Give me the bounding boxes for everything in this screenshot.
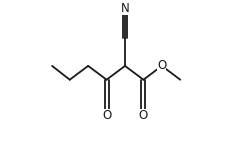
- Text: O: O: [139, 109, 148, 122]
- Text: N: N: [120, 2, 130, 15]
- Text: O: O: [157, 59, 166, 72]
- Text: O: O: [102, 109, 111, 122]
